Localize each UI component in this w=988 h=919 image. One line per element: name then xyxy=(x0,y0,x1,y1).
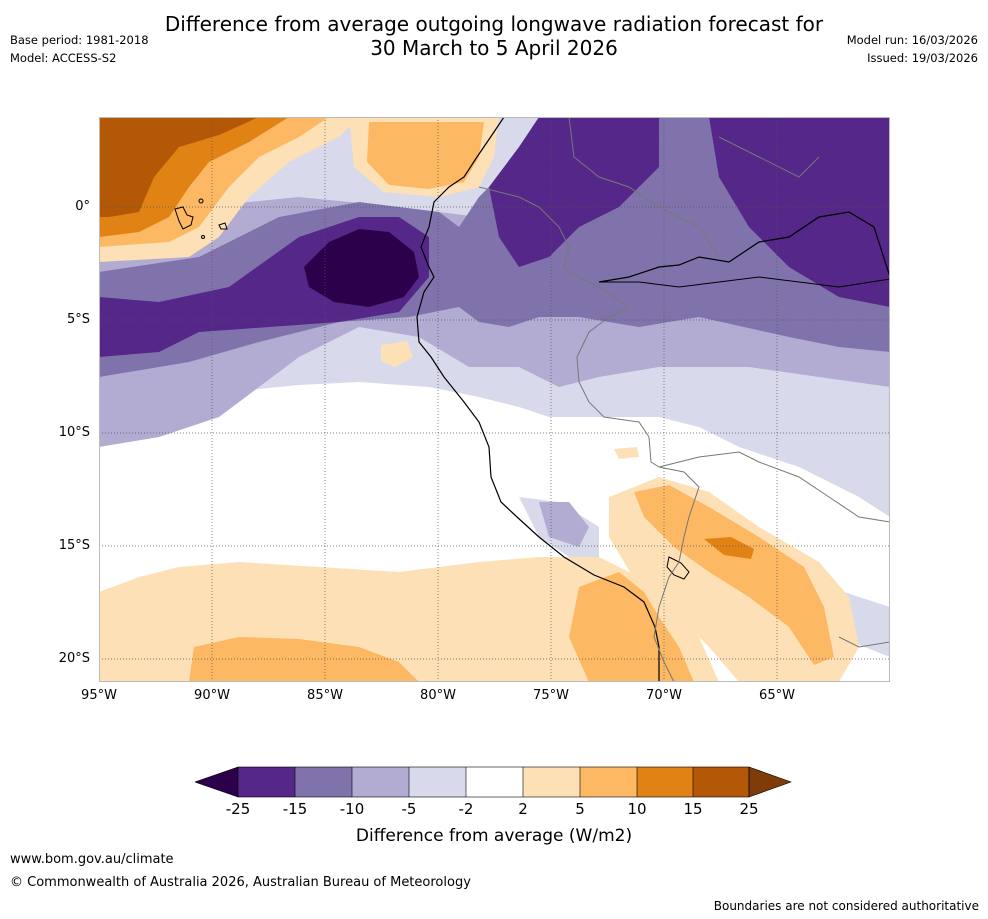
base-period-text: Base period: 1981-2018 xyxy=(10,33,149,47)
colorbar-dividers xyxy=(237,766,750,798)
cb-tick-2: -15 xyxy=(282,800,308,818)
disclaimer-text: Boundaries are not considered authoritat… xyxy=(713,899,979,913)
title-line-2: 30 March to 5 April 2026 xyxy=(370,36,618,60)
lon-label-70w: 70°W xyxy=(646,688,682,703)
north-coastline xyxy=(598,211,890,283)
contour-pos2-patch-1 xyxy=(381,341,413,367)
lon-label-65w: 65°W xyxy=(759,688,795,703)
lon-label-75w: 75°W xyxy=(533,688,569,703)
title-line-1: Difference from average outgoing longwav… xyxy=(164,12,824,36)
colorbar-seg-6 xyxy=(523,767,580,797)
colorbar xyxy=(195,766,792,798)
colorbar-seg-3 xyxy=(352,767,409,797)
anomaly-map xyxy=(99,117,890,682)
cb-tick-10: 25 xyxy=(739,800,759,818)
contour-pos5-north xyxy=(367,122,484,189)
lon-label-85w: 85°W xyxy=(307,688,343,703)
colorbar-high-extend xyxy=(748,766,792,798)
colorbar-low-extend xyxy=(195,766,239,798)
colorbar-seg-2 xyxy=(295,767,352,797)
colorbar-seg-4 xyxy=(409,767,466,797)
contour-neg5-blob xyxy=(539,502,589,547)
contour-pos5-south-west xyxy=(189,637,419,682)
cb-tick-9: 15 xyxy=(683,800,703,818)
meta-left: Base period: 1981-2018 Model: ACCESS-S2 xyxy=(10,31,149,67)
coastline xyxy=(416,117,660,682)
lat-label-20s: 20°S xyxy=(58,651,90,666)
model-text: Model: ACCESS-S2 xyxy=(10,51,117,65)
contour-pos5-southeast xyxy=(634,485,834,665)
model-run-text: Model run: 16/03/2026 xyxy=(846,33,978,47)
country-borders xyxy=(478,117,890,682)
colorbar-label: Difference from average (W/m2) xyxy=(355,826,633,846)
contour-neg15-andes xyxy=(489,117,659,267)
contour-neg25-core xyxy=(304,229,419,307)
contour-pos15-nw xyxy=(99,117,259,217)
gridlines xyxy=(99,117,890,682)
lake-titicaca xyxy=(666,556,690,580)
colorbar-seg-1 xyxy=(238,767,295,797)
cb-tick-7: 5 xyxy=(575,800,585,818)
colorbar-seg-5 xyxy=(466,767,523,797)
issued-text: Issued: 19/03/2026 xyxy=(867,51,978,65)
cb-tick-3: -10 xyxy=(339,800,365,818)
lat-label-5s: 5°S xyxy=(66,312,90,327)
map-frame xyxy=(99,117,890,682)
lon-label-95w: 95°W xyxy=(81,688,117,703)
lat-label-0: 0° xyxy=(75,199,90,214)
lat-label-15s: 15°S xyxy=(58,538,90,553)
cb-tick-6: 2 xyxy=(518,800,528,818)
amazon-river xyxy=(599,276,890,288)
contour-pos2-patch-2 xyxy=(614,447,639,459)
lon-label-90w: 90°W xyxy=(194,688,230,703)
contour-neg15-amazon xyxy=(709,117,890,307)
colorbar-seg-7 xyxy=(580,767,637,797)
meta-right: Model run: 16/03/2026 Issued: 19/03/2026 xyxy=(847,31,978,67)
cb-tick-1: -25 xyxy=(225,800,251,818)
cb-tick-8: 10 xyxy=(627,800,647,818)
cb-tick-5: -2 xyxy=(458,800,474,818)
contour-pos10-southeast xyxy=(704,537,754,559)
lat-label-10s: 10°S xyxy=(58,425,90,440)
galapagos-islands xyxy=(174,198,228,239)
lon-label-80w: 80°W xyxy=(420,688,456,703)
chart-title: Difference from average outgoing longwav… xyxy=(0,12,988,60)
bom-url: www.bom.gov.au/climate xyxy=(10,852,174,867)
colorbar-seg-8 xyxy=(637,767,693,797)
colorbar-seg-9 xyxy=(693,767,749,797)
copyright-text: © Commonwealth of Australia 2026, Austra… xyxy=(10,875,471,890)
contour-pos5-south-east xyxy=(569,572,694,682)
cb-tick-4: -5 xyxy=(401,800,417,818)
